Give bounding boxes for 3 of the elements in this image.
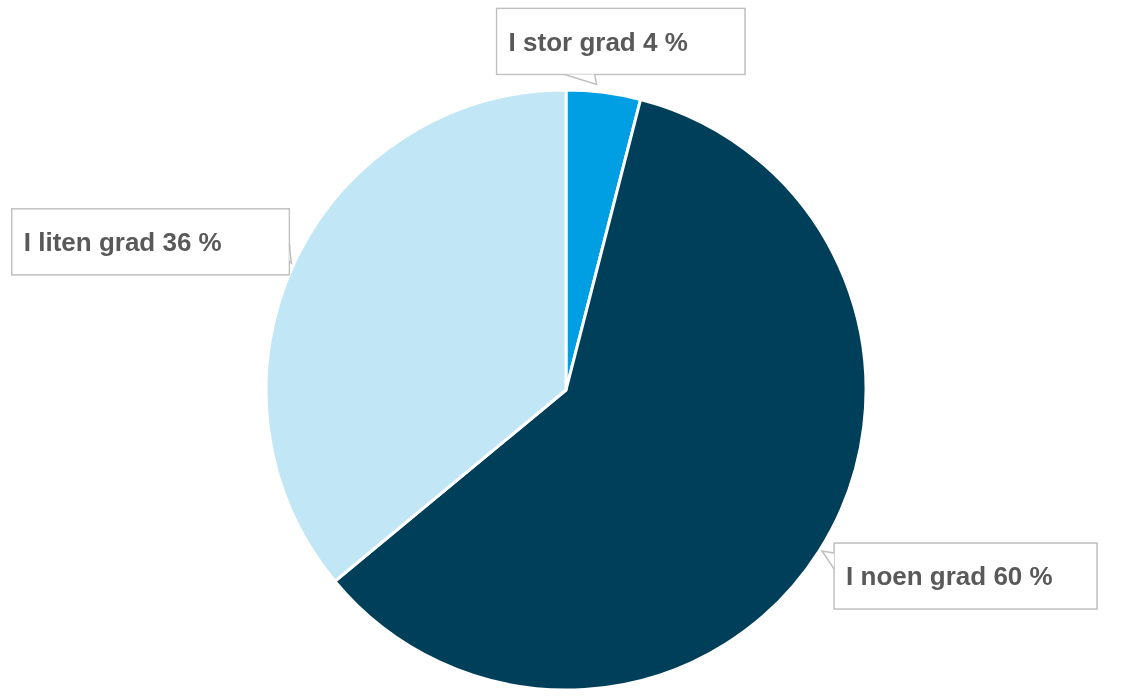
slice-label: I liten grad 36 %	[23, 226, 222, 257]
slice-label: I noen grad 60 %	[846, 561, 1053, 592]
slice-label: I stor grad 4 %	[508, 26, 688, 57]
